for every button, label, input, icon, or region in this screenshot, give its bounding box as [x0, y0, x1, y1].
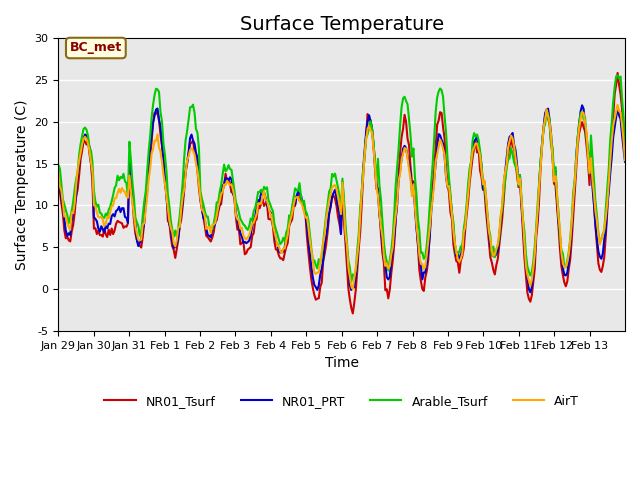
Arable_Tsurf — [620, 114, 627, 120]
Arable_Tsurf — [460, 226, 468, 232]
NR01_Tsurf — [349, 311, 356, 316]
NR01_Tsurf — [614, 70, 621, 76]
NR01_PRT — [544, 106, 552, 111]
NR01_Tsurf — [74, 187, 81, 192]
NR01_Tsurf — [54, 173, 62, 179]
AirT — [74, 167, 81, 173]
Line: NR01_PRT: NR01_PRT — [58, 105, 625, 292]
Arable_Tsurf — [614, 72, 621, 78]
AirT — [346, 274, 354, 280]
Arable_Tsurf — [348, 278, 355, 284]
Y-axis label: Surface Temperature (C): Surface Temperature (C) — [15, 99, 29, 270]
NR01_PRT — [527, 289, 534, 295]
NR01_PRT — [74, 171, 81, 177]
AirT — [54, 170, 62, 176]
AirT — [544, 114, 552, 120]
NR01_Tsurf — [346, 297, 354, 302]
X-axis label: Time: Time — [324, 356, 358, 370]
NR01_PRT — [621, 159, 629, 165]
NR01_Tsurf — [620, 132, 627, 137]
AirT — [620, 137, 627, 143]
NR01_PRT — [346, 282, 354, 288]
NR01_Tsurf — [621, 150, 629, 156]
AirT — [614, 102, 621, 108]
AirT — [349, 286, 356, 292]
AirT — [621, 157, 629, 163]
AirT — [460, 229, 468, 235]
NR01_PRT — [54, 170, 62, 176]
Arable_Tsurf — [544, 111, 552, 117]
NR01_PRT — [458, 245, 466, 251]
Title: Surface Temperature: Surface Temperature — [239, 15, 444, 34]
AirT — [92, 203, 99, 209]
Arable_Tsurf — [74, 169, 81, 175]
NR01_Tsurf — [92, 225, 99, 231]
NR01_PRT — [579, 102, 586, 108]
Arable_Tsurf — [54, 162, 62, 168]
NR01_PRT — [620, 145, 627, 151]
Legend: NR01_Tsurf, NR01_PRT, Arable_Tsurf, AirT: NR01_Tsurf, NR01_PRT, Arable_Tsurf, AirT — [99, 390, 584, 413]
NR01_PRT — [92, 216, 99, 222]
NR01_Tsurf — [544, 116, 552, 121]
Arable_Tsurf — [621, 140, 629, 145]
Arable_Tsurf — [92, 199, 99, 204]
Arable_Tsurf — [346, 264, 354, 270]
Text: BC_met: BC_met — [70, 41, 122, 55]
Line: AirT: AirT — [58, 105, 625, 289]
Line: Arable_Tsurf: Arable_Tsurf — [58, 75, 625, 281]
Line: NR01_Tsurf: NR01_Tsurf — [58, 73, 625, 313]
NR01_Tsurf — [460, 246, 468, 252]
